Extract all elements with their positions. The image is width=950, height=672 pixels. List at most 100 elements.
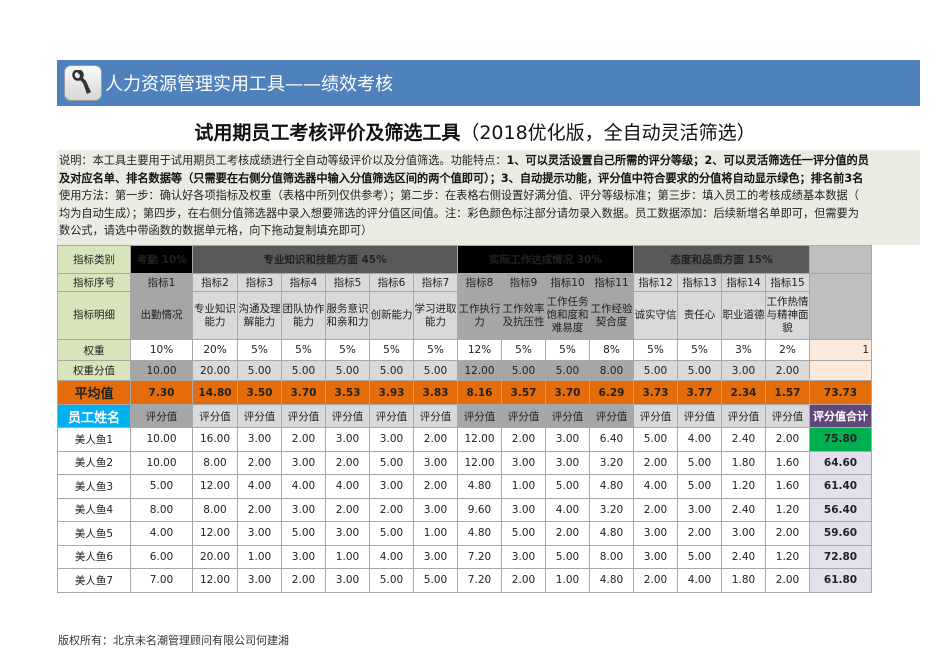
score-cell[interactable]: 12.00: [457, 427, 502, 452]
score-cell[interactable]: 3.00: [325, 521, 370, 546]
score-cell[interactable]: 4.80: [457, 521, 502, 546]
score-cell[interactable]: 2.00: [413, 474, 458, 499]
score-cell[interactable]: 1.20: [721, 474, 766, 499]
score-cell[interactable]: 5.00: [677, 450, 722, 475]
score-cell[interactable]: 2.00: [237, 450, 282, 475]
score-cell[interactable]: 1.60: [765, 474, 810, 499]
indicator-weight[interactable]: 5%: [633, 339, 678, 361]
score-cell[interactable]: 1.20: [765, 497, 810, 522]
score-cell[interactable]: 3.00: [325, 427, 370, 452]
score-cell[interactable]: 3.00: [281, 544, 326, 569]
score-cell[interactable]: 2.00: [633, 497, 678, 522]
score-cell[interactable]: 3.00: [281, 450, 326, 475]
score-cell[interactable]: 3.00: [281, 497, 326, 522]
score-cell[interactable]: 2.00: [325, 497, 370, 522]
score-cell[interactable]: 4.00: [130, 521, 193, 546]
score-cell[interactable]: 3.00: [545, 450, 590, 475]
score-cell[interactable]: 5.00: [633, 427, 678, 452]
score-cell[interactable]: 10.00: [130, 450, 193, 475]
employee-name[interactable]: 美人鱼4: [57, 497, 131, 522]
score-cell[interactable]: 8.00: [192, 497, 238, 522]
indicator-weight[interactable]: 20%: [192, 339, 238, 361]
score-cell[interactable]: 2.00: [501, 568, 546, 593]
score-cell[interactable]: 3.00: [369, 474, 414, 499]
indicator-weight[interactable]: 8%: [589, 339, 634, 361]
score-cell[interactable]: 1.00: [413, 521, 458, 546]
score-cell[interactable]: 5.00: [545, 474, 590, 499]
score-cell[interactable]: 2.00: [677, 521, 722, 546]
score-cell[interactable]: 4.00: [281, 474, 326, 499]
score-cell[interactable]: 3.00: [413, 544, 458, 569]
score-cell[interactable]: 2.00: [545, 521, 590, 546]
score-cell[interactable]: 3.00: [677, 497, 722, 522]
indicator-weight[interactable]: 10%: [130, 339, 193, 361]
score-cell[interactable]: 5.00: [130, 474, 193, 499]
score-cell[interactable]: 5.00: [413, 568, 458, 593]
score-cell[interactable]: 4.00: [545, 497, 590, 522]
score-cell[interactable]: 1.60: [765, 450, 810, 475]
score-cell[interactable]: 2.00: [325, 450, 370, 475]
score-cell[interactable]: 2.00: [633, 568, 678, 593]
score-cell[interactable]: 5.00: [545, 544, 590, 569]
score-cell[interactable]: 7.20: [457, 568, 502, 593]
score-cell[interactable]: 2.00: [765, 568, 810, 593]
score-cell[interactable]: 2.00: [369, 497, 414, 522]
employee-name[interactable]: 美人鱼7: [57, 568, 131, 593]
score-cell[interactable]: 5.00: [281, 521, 326, 546]
indicator-weight[interactable]: 5%: [677, 339, 722, 361]
score-cell[interactable]: 5.00: [369, 521, 414, 546]
indicator-weight[interactable]: 5%: [369, 339, 414, 361]
score-cell[interactable]: 4.00: [633, 474, 678, 499]
score-cell[interactable]: 5.00: [677, 544, 722, 569]
score-cell[interactable]: 4.80: [589, 474, 634, 499]
score-cell[interactable]: 3.00: [237, 521, 282, 546]
score-cell[interactable]: 1.00: [545, 568, 590, 593]
score-cell[interactable]: 2.00: [765, 521, 810, 546]
score-cell[interactable]: 5.00: [501, 521, 546, 546]
score-cell[interactable]: 4.00: [325, 474, 370, 499]
score-cell[interactable]: 3.00: [413, 497, 458, 522]
score-cell[interactable]: 4.00: [369, 544, 414, 569]
score-cell[interactable]: 3.00: [501, 544, 546, 569]
indicator-weight[interactable]: 5%: [325, 339, 370, 361]
indicator-weight[interactable]: 3%: [721, 339, 766, 361]
score-cell[interactable]: 4.80: [589, 568, 634, 593]
score-cell[interactable]: 1.80: [721, 568, 766, 593]
score-cell[interactable]: 12.00: [192, 568, 238, 593]
score-cell[interactable]: 16.00: [192, 427, 238, 452]
score-cell[interactable]: 1.20: [765, 544, 810, 569]
score-cell[interactable]: 8.00: [130, 497, 193, 522]
score-cell[interactable]: 2.00: [633, 450, 678, 475]
score-cell[interactable]: 2.00: [765, 427, 810, 452]
score-cell[interactable]: 4.00: [677, 568, 722, 593]
score-cell[interactable]: 1.00: [501, 474, 546, 499]
score-cell[interactable]: 3.00: [501, 497, 546, 522]
score-cell[interactable]: 10.00: [130, 427, 193, 452]
score-cell[interactable]: 12.00: [192, 474, 238, 499]
score-cell[interactable]: 8.00: [589, 544, 634, 569]
score-cell[interactable]: 5.00: [369, 450, 414, 475]
score-cell[interactable]: 2.40: [721, 544, 766, 569]
score-cell[interactable]: 7.00: [130, 568, 193, 593]
score-cell[interactable]: 1.00: [237, 544, 282, 569]
score-cell[interactable]: 1.00: [325, 544, 370, 569]
employee-name[interactable]: 美人鱼6: [57, 544, 131, 569]
indicator-weight[interactable]: 5%: [413, 339, 458, 361]
score-cell[interactable]: 9.60: [457, 497, 502, 522]
score-cell[interactable]: 2.00: [501, 427, 546, 452]
score-cell[interactable]: 3.00: [413, 450, 458, 475]
score-cell[interactable]: 6.40: [589, 427, 634, 452]
score-cell[interactable]: 3.00: [501, 450, 546, 475]
score-cell[interactable]: 4.80: [457, 474, 502, 499]
score-cell[interactable]: 6.00: [130, 544, 193, 569]
indicator-weight[interactable]: 12%: [457, 339, 502, 361]
score-cell[interactable]: 3.00: [237, 568, 282, 593]
score-cell[interactable]: 2.40: [721, 427, 766, 452]
score-cell[interactable]: 20.00: [192, 544, 238, 569]
score-cell[interactable]: 4.00: [677, 427, 722, 452]
score-cell[interactable]: 2.00: [237, 497, 282, 522]
employee-name[interactable]: 美人鱼1: [57, 427, 131, 452]
score-cell[interactable]: 3.00: [369, 427, 414, 452]
score-cell[interactable]: 12.00: [192, 521, 238, 546]
employee-name[interactable]: 美人鱼2: [57, 450, 131, 475]
